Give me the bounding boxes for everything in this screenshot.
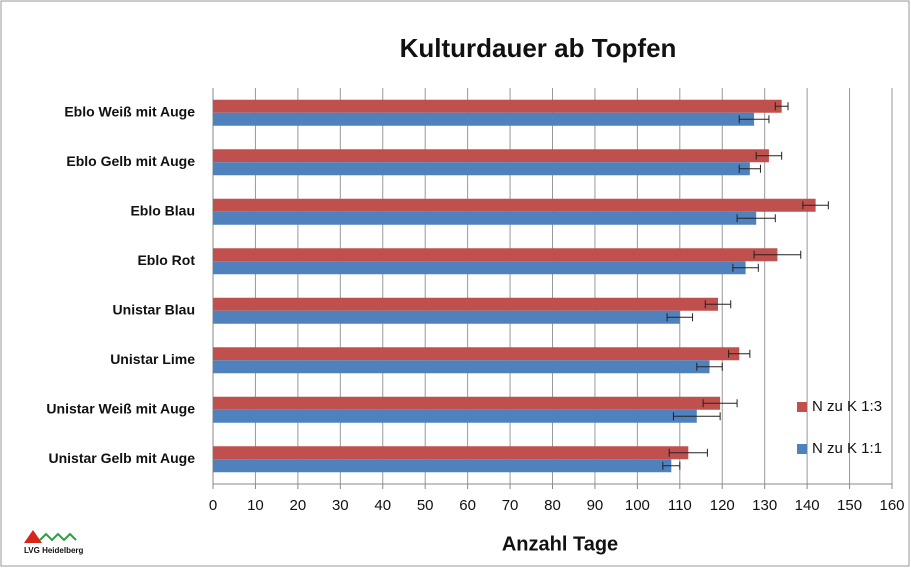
bar bbox=[213, 396, 721, 410]
x-tick-label: 10 bbox=[247, 497, 264, 514]
legend-swatch bbox=[797, 444, 807, 454]
error-bar bbox=[732, 263, 759, 272]
chart-title: Kulturdauer ab Topfen bbox=[400, 33, 677, 63]
error-bar bbox=[738, 164, 761, 173]
bar bbox=[213, 297, 719, 311]
y-tick-label: Unistar Lime bbox=[110, 351, 195, 367]
x-tick-label: 80 bbox=[544, 497, 561, 514]
x-axis-label: Anzahl Tage bbox=[502, 533, 618, 555]
bar bbox=[213, 149, 769, 163]
bar bbox=[213, 248, 778, 262]
x-tick-label: 0 bbox=[209, 497, 217, 514]
bar bbox=[213, 99, 782, 113]
x-tick-label: 40 bbox=[374, 497, 391, 514]
error-bar bbox=[704, 300, 732, 309]
error-bar bbox=[738, 115, 770, 124]
x-tick-label: 140 bbox=[795, 497, 820, 514]
error-bar bbox=[753, 250, 802, 259]
error-bar bbox=[662, 461, 681, 470]
error-bar bbox=[755, 151, 783, 160]
error-bar bbox=[774, 102, 789, 111]
x-tick-label: 60 bbox=[459, 497, 476, 514]
bar bbox=[213, 261, 746, 275]
x-tick-label: 160 bbox=[879, 497, 904, 514]
logo: LVG Heidelberg bbox=[24, 530, 84, 555]
error-bar bbox=[728, 349, 751, 358]
y-tick-label: Unistar Blau bbox=[113, 301, 195, 317]
y-tick-label: Eblo Rot bbox=[137, 252, 195, 268]
y-tick-label: Eblo Weiß mit Auge bbox=[64, 103, 195, 119]
logo-text: LVG Heidelberg bbox=[24, 546, 84, 555]
error-bar bbox=[668, 448, 708, 457]
y-tick-label: Eblo Blau bbox=[130, 202, 195, 218]
legend-label: N zu K 1:3 bbox=[812, 398, 882, 415]
y-tick-label: Unistar Weiß mit Auge bbox=[46, 400, 195, 416]
x-tick-label: 120 bbox=[710, 497, 735, 514]
logo-icon bbox=[24, 530, 42, 543]
bar bbox=[213, 347, 740, 361]
x-tick-label: 70 bbox=[502, 497, 519, 514]
y-tick-label: Unistar Gelb mit Auge bbox=[48, 450, 195, 466]
bar bbox=[213, 446, 689, 460]
bar bbox=[213, 112, 755, 126]
legend-label: N zu K 1:1 bbox=[812, 440, 882, 457]
bar bbox=[213, 211, 757, 225]
bar bbox=[213, 162, 750, 176]
bar bbox=[213, 310, 680, 324]
logo-wave bbox=[39, 532, 77, 542]
x-tick-label: 150 bbox=[837, 497, 862, 514]
bar bbox=[213, 198, 816, 212]
x-tick-label: 130 bbox=[752, 497, 777, 514]
error-bar bbox=[672, 412, 721, 421]
error-bar bbox=[702, 399, 738, 408]
x-tick-label: 100 bbox=[625, 497, 650, 514]
x-tick-label: 20 bbox=[290, 497, 307, 514]
error-bar bbox=[736, 214, 776, 223]
bar bbox=[213, 409, 697, 423]
bar bbox=[213, 360, 710, 374]
error-bar bbox=[696, 362, 723, 371]
legend-swatch bbox=[797, 402, 807, 412]
x-tick-label: 50 bbox=[417, 497, 434, 514]
bar bbox=[213, 459, 672, 473]
x-tick-label: 30 bbox=[332, 497, 349, 514]
x-tick-label: 110 bbox=[668, 497, 692, 514]
error-bar bbox=[802, 201, 829, 210]
error-bar bbox=[666, 313, 694, 322]
x-tick-label: 90 bbox=[587, 497, 604, 514]
y-tick-label: Eblo Gelb mit Auge bbox=[66, 153, 195, 169]
